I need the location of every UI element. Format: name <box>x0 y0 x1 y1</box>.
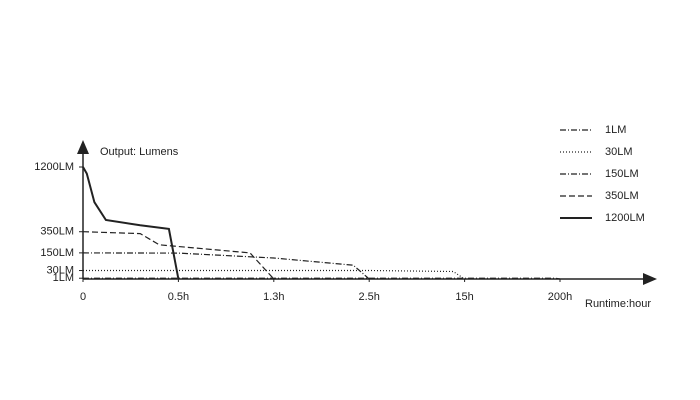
x-tick-label: 0.5h <box>168 291 189 303</box>
line <box>82 252 370 280</box>
line <box>82 231 275 280</box>
legend-label: 350LM <box>605 190 639 202</box>
y-tick-label: 30LM <box>46 264 74 276</box>
x-axis-title: Runtime:hour <box>585 298 651 310</box>
y-tick-label: 150LM <box>40 247 74 259</box>
legend-label: 1LM <box>605 124 626 136</box>
legend-label: 1200LM <box>605 212 645 224</box>
x-tick-label: 2.5h <box>358 291 379 303</box>
y-axis-title: Output: Lumens <box>100 146 179 158</box>
x-tick-label: 15h <box>455 291 473 303</box>
x-tick-label: 1.3h <box>263 291 284 303</box>
x-tick-label: 200h <box>548 291 572 303</box>
legend-label: 150LM <box>605 168 639 180</box>
y-tick-label: 350LM <box>40 226 74 238</box>
line <box>82 166 180 280</box>
y-tick-label: 1LM <box>53 272 74 284</box>
x-tick-label: 0 <box>80 291 86 303</box>
legend-label: 30LM <box>605 146 633 158</box>
x-axis-arrow <box>643 273 657 285</box>
line <box>83 277 561 280</box>
y-tick-label: 1200LM <box>34 161 74 173</box>
y-axis-arrow <box>77 140 89 154</box>
